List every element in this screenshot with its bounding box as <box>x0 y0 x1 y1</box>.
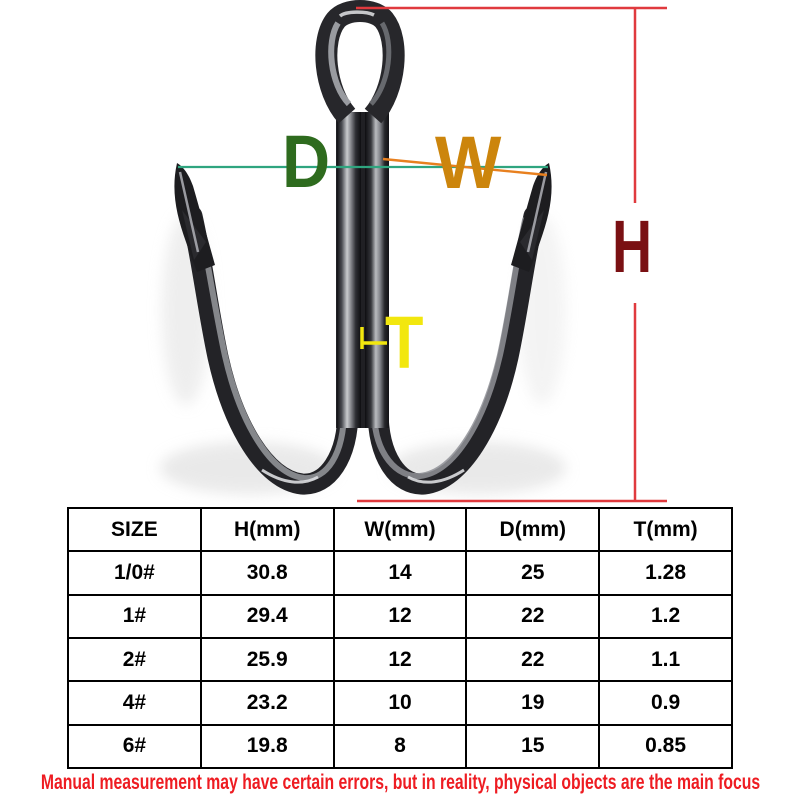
table-cell: 22 <box>465 593 601 639</box>
measurement-lines <box>178 6 667 503</box>
table-cell: 1.2 <box>598 593 733 639</box>
table-cell: 1/0# <box>67 550 202 596</box>
w-measure-line <box>382 157 548 177</box>
table-cell: 1# <box>67 593 202 639</box>
dimension-label-h: H <box>612 205 652 288</box>
disclaimer-note: Manual measurement may have certain erro… <box>40 771 760 794</box>
table-cell: 29.4 <box>199 593 335 639</box>
table-cell: 1.1 <box>598 636 733 683</box>
table-cell: 1.28 <box>598 550 733 596</box>
table-row: 6# 19.8 8 15 0.85 <box>67 723 733 770</box>
table-cell: 12 <box>332 636 468 683</box>
table-cell: 10 <box>332 680 468 726</box>
size-chart-table: SIZE H(mm) W(mm) D(mm) T(mm) 1/0# 30.8 1… <box>67 506 733 770</box>
table-header-size: SIZE <box>67 506 202 553</box>
dimension-label-t: T <box>385 301 423 384</box>
table-row: 4# 23.2 10 19 0.9 <box>67 680 733 726</box>
table-row: 1# 29.4 12 22 1.2 <box>67 593 733 639</box>
table-cell: 19.8 <box>199 723 335 770</box>
table-cell: 6# <box>67 723 202 770</box>
table-cell: 30.8 <box>199 550 335 596</box>
table-row: 2# 25.9 12 22 1.1 <box>67 636 733 683</box>
double-hook-diagram: D W H T <box>160 0 667 503</box>
table-cell: 14 <box>332 550 468 596</box>
table-cell: 25 <box>465 550 601 596</box>
table-cell: 2# <box>67 636 202 683</box>
table-header-d: D(mm) <box>465 506 601 553</box>
table-header-row: SIZE H(mm) W(mm) D(mm) T(mm) <box>67 506 733 553</box>
table-cell: 0.85 <box>598 723 733 770</box>
table-cell: 4# <box>67 680 202 726</box>
double-hook-illustration <box>174 0 552 495</box>
table-cell: 22 <box>465 636 601 683</box>
table-cell: 15 <box>465 723 601 770</box>
table-cell: 8 <box>332 723 468 770</box>
table-header-t: T(mm) <box>598 506 733 553</box>
table-cell: 0.9 <box>598 680 733 726</box>
table-cell: 25.9 <box>199 636 335 683</box>
table-row: 1/0# 30.8 14 25 1.28 <box>67 550 733 596</box>
dimension-label-w: W <box>435 122 502 204</box>
table-header-w: W(mm) <box>332 506 468 553</box>
disclaimer-note-row: Manual measurement may have certain erro… <box>0 768 800 798</box>
table-cell: 19 <box>465 680 601 726</box>
table-cell: 12 <box>332 593 468 639</box>
dimension-label-d: D <box>282 120 330 203</box>
table-header-h: H(mm) <box>199 506 335 553</box>
table-cell: 23.2 <box>199 680 335 726</box>
